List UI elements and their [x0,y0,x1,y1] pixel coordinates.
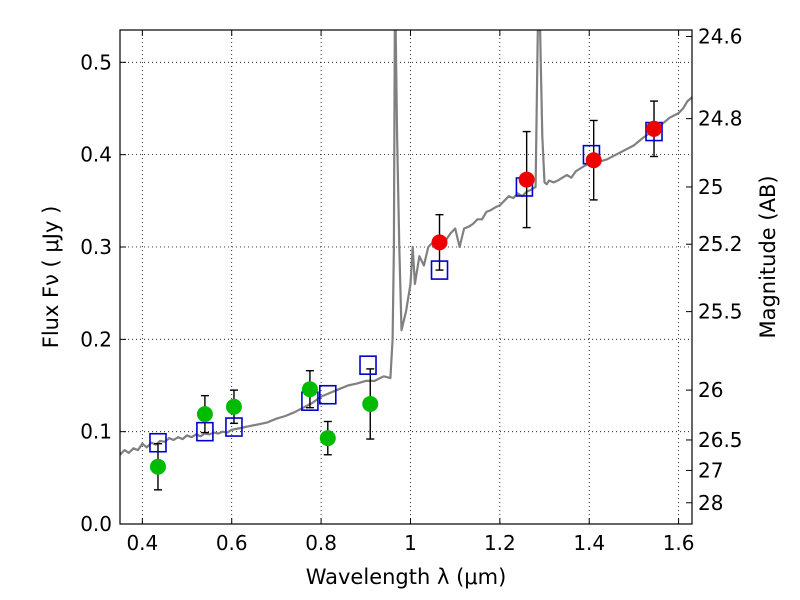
x-tick-label: 1.2 [484,531,516,555]
observed-circle-marker [196,406,213,423]
right-tick-label: 26 [698,378,723,402]
right-tick-label: 27 [698,458,723,482]
model-square-marker [430,260,449,280]
x-tick-label: 0.6 [216,531,248,555]
tick-labels: 0.4 0.6 0.8 1 1.2 1.4 1.6 0.0 0.1 0.2 0.3 0.4 0.5 24.… [80,24,742,555]
axis-ticks [120,30,692,525]
observed-circle-marker [518,171,535,188]
plot-frame [119,29,693,525]
x-tick-label: 0.8 [305,531,337,555]
right-tick-label: 26.5 [698,428,743,452]
model-photometry-markers [149,121,663,453]
right-tick-label: 24.6 [698,24,743,48]
observed-circle-marker [646,120,663,137]
model-square-marker [149,432,167,453]
grid-lines [120,30,692,525]
right-tick-label: 25 [698,175,723,199]
observed-circle-marker [585,152,602,169]
model-square-marker [225,417,243,437]
x-tick-label: 0.4 [126,531,158,555]
x-tick-label: 1 [404,531,417,555]
y-axis-title: Flux Fν ( μJy ) [39,206,63,349]
right-axis-title: Magnitude (AB) [756,175,780,338]
observed-circle-marker [225,398,242,415]
right-tick-label: 25.5 [698,300,743,324]
x-tick-label: 1.6 [663,531,695,555]
y-tick-label: 0.0 [80,512,112,536]
y-tick-label: 0.5 [80,50,112,74]
observed-circle-marker [301,381,318,398]
right-tick-label: 25.2 [698,232,743,256]
observed-circle-marker [319,430,336,447]
model-spectrum [120,30,692,456]
y-tick-label: 0.4 [80,143,112,167]
model-square-marker [318,384,337,405]
right-tick-label: 28 [698,491,723,515]
spectrum-line [120,30,692,456]
observed-photometry-markers [149,120,663,475]
model-square-marker [359,355,377,375]
y-tick-label: 0.1 [80,420,112,444]
x-axis-title: Wavelength λ (μm) [306,565,507,589]
observed-circle-marker [149,458,166,475]
x-tick-label: 1.4 [573,531,605,555]
observed-circle-marker [362,395,379,412]
right-tick-label: 24.8 [698,107,743,131]
observed-circle-marker [431,234,448,251]
y-tick-label: 0.2 [80,327,112,351]
y-tick-label: 0.3 [80,235,112,259]
model-square-marker [196,421,214,442]
